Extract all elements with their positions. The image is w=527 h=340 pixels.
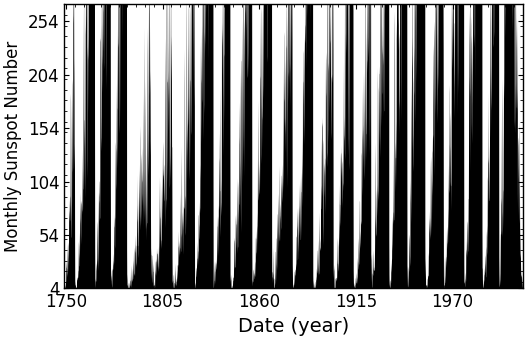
X-axis label: Date (year): Date (year) (238, 317, 349, 336)
Y-axis label: Monthly Sunspot Number: Monthly Sunspot Number (4, 41, 22, 252)
